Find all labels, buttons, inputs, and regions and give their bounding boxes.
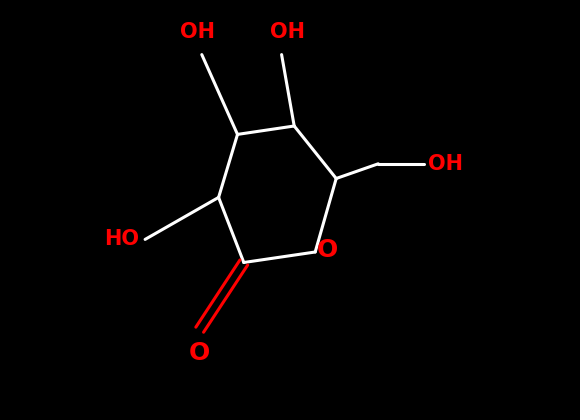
Text: OH: OH — [270, 21, 306, 42]
Text: OH: OH — [180, 21, 215, 42]
Text: HO: HO — [104, 229, 140, 249]
Text: OH: OH — [428, 154, 463, 174]
Text: O: O — [189, 341, 211, 365]
Text: O: O — [316, 238, 338, 262]
